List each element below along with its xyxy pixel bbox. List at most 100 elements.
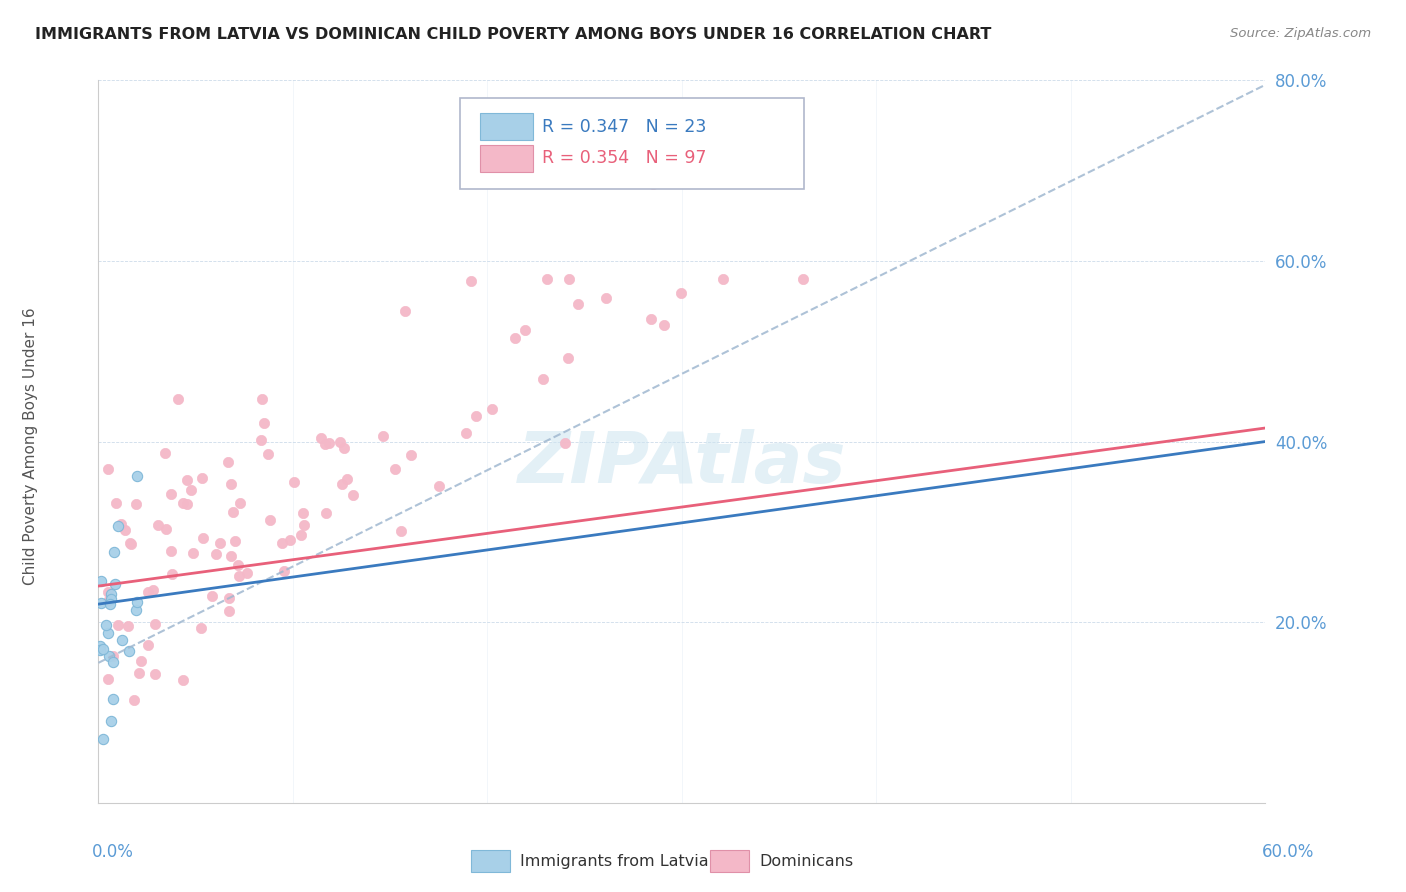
Point bbox=[513, 323, 536, 337]
Point bbox=[329, 434, 352, 449]
Bar bbox=[479, 112, 533, 140]
Point bbox=[481, 401, 503, 416]
Point bbox=[142, 583, 165, 598]
Point bbox=[228, 496, 250, 510]
Point bbox=[191, 531, 214, 545]
Point bbox=[160, 544, 183, 558]
Point bbox=[153, 446, 176, 460]
Point bbox=[292, 517, 315, 532]
Point bbox=[652, 318, 675, 333]
Text: Child Poverty Among Boys Under 16: Child Poverty Among Boys Under 16 bbox=[24, 307, 38, 585]
Point bbox=[191, 471, 214, 485]
Bar bbox=[471, 850, 510, 872]
Point bbox=[503, 331, 526, 345]
Point bbox=[176, 497, 198, 511]
Point bbox=[120, 537, 142, 551]
Point bbox=[228, 558, 250, 573]
Text: R = 0.354   N = 97: R = 0.354 N = 97 bbox=[541, 149, 706, 168]
Point bbox=[101, 655, 124, 669]
Point bbox=[127, 595, 149, 609]
Point bbox=[122, 693, 145, 707]
Point bbox=[160, 567, 183, 582]
Point bbox=[89, 640, 111, 654]
Point bbox=[155, 522, 177, 536]
Point bbox=[91, 731, 114, 746]
Bar bbox=[479, 145, 533, 172]
Point bbox=[641, 177, 664, 191]
Point bbox=[114, 523, 136, 537]
Point bbox=[98, 648, 121, 663]
Point bbox=[143, 616, 166, 631]
Point bbox=[138, 638, 160, 652]
Point bbox=[103, 576, 125, 591]
Text: IMMIGRANTS FROM LATVIA VS DOMINICAN CHILD POVERTY AMONG BOYS UNDER 16 CORRELATIO: IMMIGRANTS FROM LATVIA VS DOMINICAN CHIL… bbox=[35, 27, 991, 42]
Point bbox=[127, 469, 149, 483]
FancyBboxPatch shape bbox=[460, 98, 804, 189]
Point bbox=[125, 497, 148, 511]
Point bbox=[669, 285, 692, 300]
Point bbox=[100, 714, 122, 729]
Point bbox=[235, 566, 257, 580]
Point bbox=[97, 673, 120, 687]
Point bbox=[224, 534, 246, 549]
Point bbox=[190, 621, 212, 635]
Point bbox=[107, 618, 129, 632]
Point bbox=[89, 643, 111, 657]
Point bbox=[278, 533, 301, 547]
Point bbox=[97, 462, 120, 476]
Text: 60.0%: 60.0% bbox=[1263, 843, 1315, 861]
Point bbox=[222, 506, 245, 520]
Point bbox=[100, 597, 122, 611]
Point bbox=[111, 632, 134, 647]
Text: Immigrants from Latvia: Immigrants from Latvia bbox=[520, 855, 709, 869]
Point bbox=[90, 574, 112, 588]
Text: 0.0%: 0.0% bbox=[91, 843, 134, 861]
Point bbox=[253, 416, 276, 430]
Point bbox=[342, 488, 364, 502]
Point bbox=[180, 483, 202, 498]
Point bbox=[181, 546, 204, 560]
Point bbox=[208, 535, 231, 549]
Point bbox=[257, 447, 280, 461]
Point bbox=[129, 654, 152, 668]
Point bbox=[97, 625, 120, 640]
Point bbox=[90, 596, 112, 610]
Point bbox=[259, 513, 281, 527]
Point bbox=[336, 472, 359, 486]
Point bbox=[167, 392, 190, 406]
Point bbox=[218, 604, 240, 618]
Point bbox=[117, 619, 139, 633]
Point bbox=[460, 274, 482, 288]
Point bbox=[711, 272, 734, 286]
Point bbox=[101, 649, 124, 664]
Point bbox=[399, 448, 422, 462]
Point bbox=[427, 479, 450, 493]
Point bbox=[330, 476, 353, 491]
Point bbox=[176, 473, 198, 487]
Point bbox=[557, 351, 579, 365]
Point bbox=[389, 524, 412, 538]
Point bbox=[315, 507, 337, 521]
Point bbox=[103, 692, 125, 706]
Point bbox=[103, 545, 125, 559]
Text: Dominicans: Dominicans bbox=[759, 855, 853, 869]
Point bbox=[595, 291, 617, 305]
Point bbox=[394, 303, 416, 318]
Point bbox=[125, 602, 148, 616]
Point bbox=[104, 496, 127, 510]
Point bbox=[97, 585, 120, 599]
Point bbox=[792, 272, 814, 286]
Point bbox=[333, 441, 356, 455]
Point bbox=[292, 506, 315, 520]
Point bbox=[217, 455, 239, 469]
Point bbox=[136, 585, 159, 599]
Text: R = 0.347   N = 23: R = 0.347 N = 23 bbox=[541, 118, 706, 136]
Point bbox=[384, 461, 406, 475]
Point bbox=[97, 593, 120, 607]
Point bbox=[536, 272, 558, 286]
Point bbox=[554, 435, 576, 450]
Point bbox=[454, 426, 477, 441]
Point bbox=[100, 587, 122, 601]
Point bbox=[314, 437, 336, 451]
Point bbox=[283, 475, 305, 489]
